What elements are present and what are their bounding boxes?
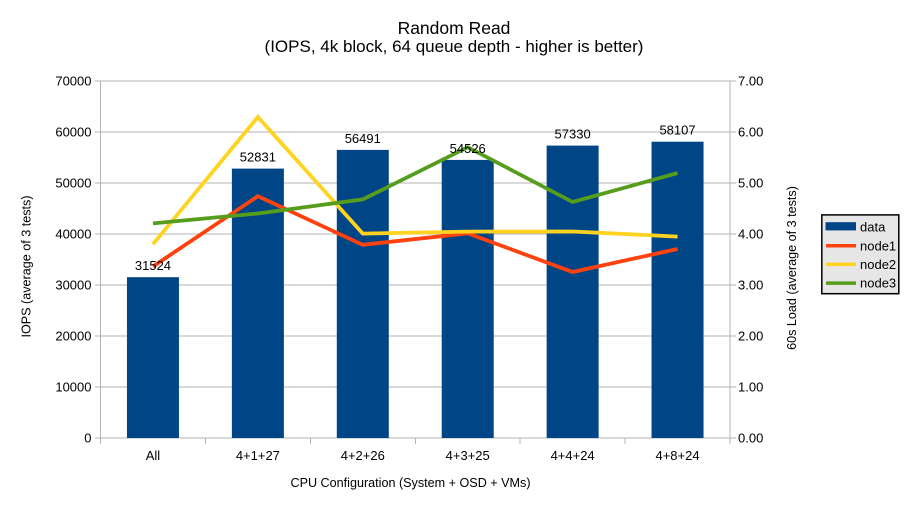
svg-text:60s Load (average of 3 tests): 60s Load (average of 3 tests) [785,186,799,350]
svg-text:(IOPS, 4k block, 64 queue dept: (IOPS, 4k block, 64 queue depth - higher… [265,37,644,56]
svg-text:52831: 52831 [240,150,276,165]
svg-text:20000: 20000 [55,329,91,344]
svg-text:data: data [860,220,886,235]
svg-text:CPU Configuration (System + OS: CPU Configuration (System + OSD + VMs) [290,476,530,490]
svg-text:5.00: 5.00 [738,176,763,191]
svg-text:All: All [146,448,161,463]
svg-text:40000: 40000 [55,227,91,242]
svg-text:58107: 58107 [659,123,695,138]
svg-text:4+1+27: 4+1+27 [236,448,280,463]
svg-text:Random Read: Random Read [398,18,511,38]
svg-text:56491: 56491 [345,131,381,146]
svg-text:7.00: 7.00 [738,74,763,89]
svg-text:3.00: 3.00 [738,278,763,293]
svg-text:31524: 31524 [135,258,171,273]
svg-text:6.00: 6.00 [738,125,763,140]
svg-text:node1: node1 [860,238,896,253]
svg-text:30000: 30000 [55,278,91,293]
svg-text:57330: 57330 [555,127,591,142]
svg-text:60000: 60000 [55,125,91,140]
svg-text:2.00: 2.00 [738,329,763,344]
svg-text:4.00: 4.00 [738,227,763,242]
svg-text:10000: 10000 [55,380,91,395]
svg-text:54526: 54526 [450,141,486,156]
svg-text:4+3+25: 4+3+25 [446,448,490,463]
svg-text:70000: 70000 [55,74,91,89]
svg-text:4+8+24: 4+8+24 [655,448,699,463]
svg-text:4+4+24: 4+4+24 [551,448,595,463]
svg-text:4+2+26: 4+2+26 [341,448,385,463]
svg-text:0: 0 [84,431,91,446]
svg-text:node2: node2 [860,257,896,272]
svg-text:1.00: 1.00 [738,380,763,395]
svg-text:node3: node3 [860,276,896,291]
svg-text:IOPS (average of 3 tests): IOPS (average of 3 tests) [20,195,34,337]
svg-text:0.00: 0.00 [738,431,763,446]
svg-text:50000: 50000 [55,176,91,191]
